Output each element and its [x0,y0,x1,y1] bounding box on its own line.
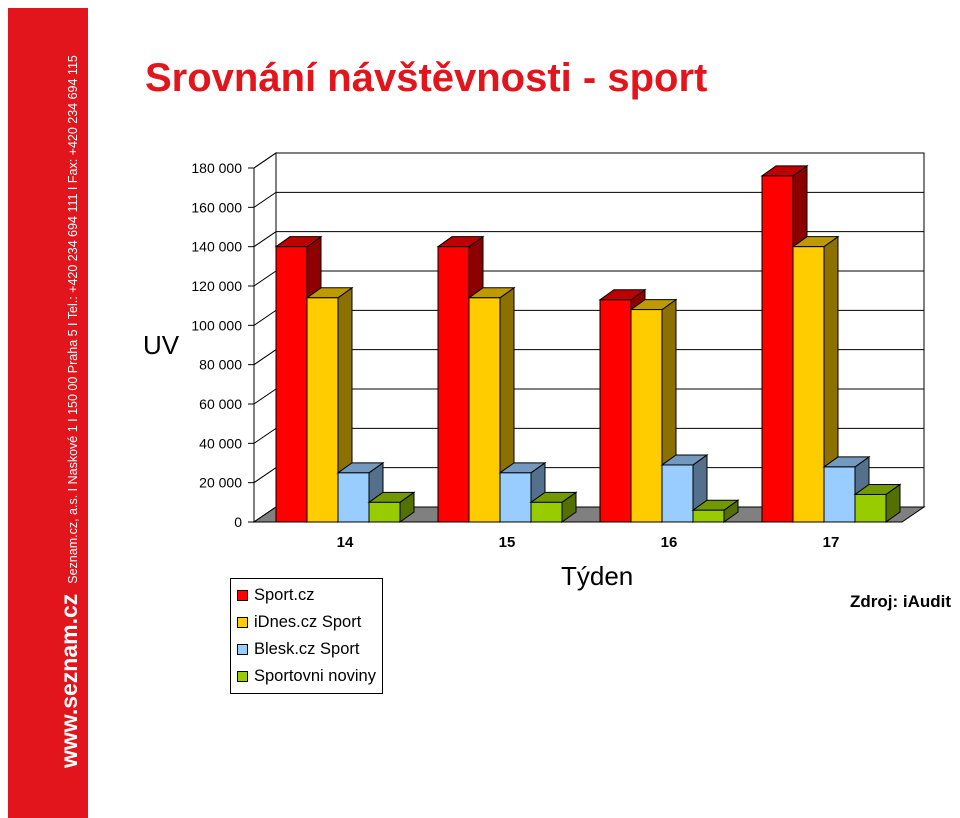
bar [337,472,370,523]
bar [275,246,308,523]
y-tick-label: 80 000 [199,357,242,373]
y-tick-label: 100 000 [191,317,242,333]
legend: Sport.cz iDnes.cz Sport Blesk.cz Sport Spor… [230,578,383,694]
page-title: Srovnání návštěvnosti - sport [145,56,708,100]
y-axis-label: UV [143,330,180,360]
legend-label: Sportovni noviny [254,667,376,685]
x-tick-label: 15 [499,534,516,551]
x-tick-label: 16 [661,534,678,551]
legend-item: iDnes.cz Sport [237,609,376,636]
side-wall [253,152,277,523]
y-tick-label: 0 [234,514,242,530]
x-axis-label: Týden [561,561,634,591]
y-tick-label: 40 000 [199,435,242,451]
y-tick-label: 60 000 [199,396,242,412]
legend-label: Blesk.cz Sport [254,640,360,658]
bar [530,501,563,523]
legend-item: Sport.cz [237,582,376,609]
bar [761,175,794,523]
bar [630,309,663,523]
gridline [253,152,924,169]
bar [792,246,825,523]
legend-label: Sport.cz [254,586,315,604]
source-note: Zdroj: iAudit [850,592,952,611]
gridline [253,231,924,248]
bar [599,299,632,523]
x-tick-label: 17 [823,534,840,551]
legend-item: Sportovni noviny [237,663,376,690]
bar [692,509,725,523]
y-tick-label: 140 000 [191,239,242,255]
bar [823,466,856,523]
y-tick-label: 20 000 [199,475,242,491]
y-tick-label: 160 000 [191,199,242,215]
bar [854,493,887,523]
legend-swatch [237,644,248,655]
legend-label: iDnes.cz Sport [254,613,362,631]
sidebar: www.seznam.czSeznam.cz, a.s. I Naskové 1… [8,8,88,818]
y-tick-label: 180 000 [191,160,242,176]
x-tick-label: 14 [337,534,354,551]
bar [468,297,501,523]
bar [437,246,470,523]
bar [306,297,339,523]
legend-swatch [237,671,248,682]
gridline [253,191,924,208]
bar [499,472,532,523]
legend-item: Blesk.cz Sport [237,636,376,663]
bar [661,464,694,523]
bar [368,501,401,523]
legend-swatch [237,590,248,601]
legend-swatch [237,617,248,628]
y-tick-label: 120 000 [191,278,242,294]
